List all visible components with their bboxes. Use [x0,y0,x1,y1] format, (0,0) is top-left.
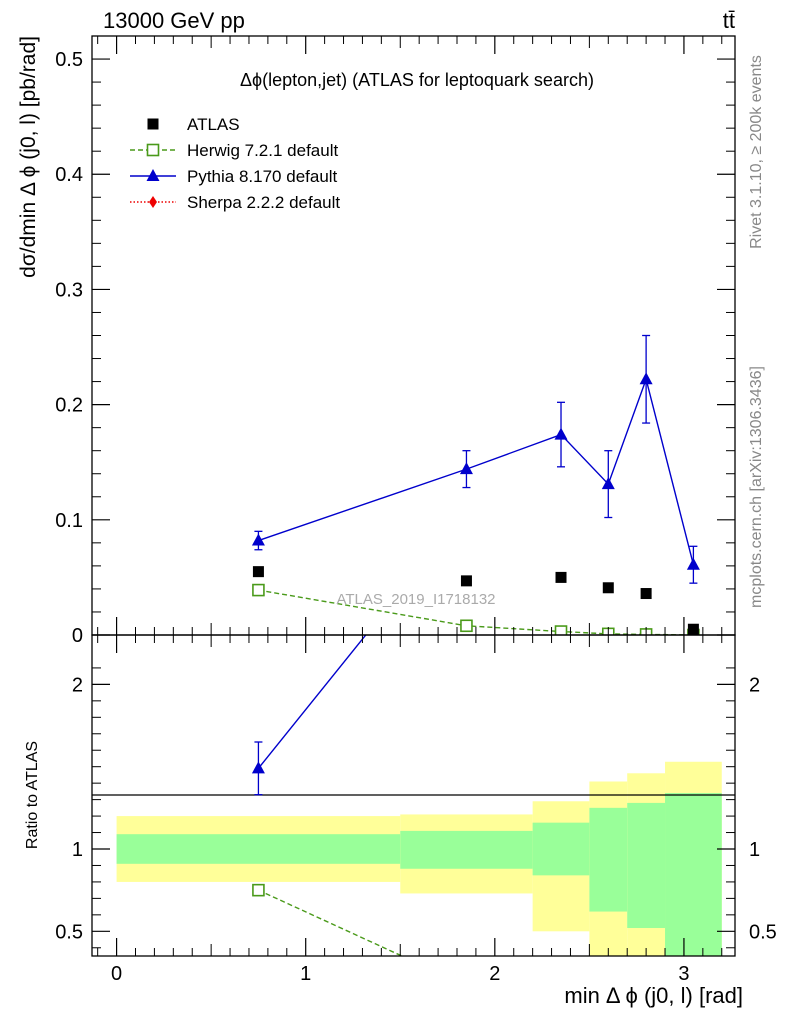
herwig-point [252,583,265,597]
pythia-point [251,533,265,546]
ratio-ytick-label-right: 1 [749,839,760,861]
atlas-point [687,623,699,635]
legend: ATLAS Herwig 7.2.1 default Pythia 8.170 de… [130,115,340,212]
pythia-point [686,557,700,570]
xlabel: min Δ ϕ (j0, l) [rad] [564,983,743,1008]
ratio-band-inner [665,793,722,956]
ratio-ytick-label: 1 [72,839,83,861]
main-ytick-label: 0.1 [55,510,83,532]
ratio-plot-frame [91,634,736,957]
legend-label: ATLAS [187,115,240,134]
pythia-point [459,462,473,475]
atlas-point [460,575,472,587]
plot-title: Δϕ(lepton,jet) (ATLAS for leptoquark sea… [240,70,594,90]
ratio-band-inner [532,822,590,876]
legend-atlas-marker [147,118,159,130]
pythia-line [258,376,695,565]
atlas-point [602,582,614,594]
ratio-ytick-label-right: 0.5 [749,921,777,943]
legend-label: Pythia 8.170 default [187,167,338,186]
herwig-ratio-line [258,889,404,956]
ratio-ylabel: Ratio to ATLAS [24,741,41,849]
main-ytick-label: 0.5 [55,49,83,71]
herwig-ratio-point [252,883,265,897]
ratio-ytick-label-right: 2 [749,674,760,696]
ratio-band-inner [116,834,401,864]
rivet-version-label: Rivet 3.1.10, ≥ 200k events [748,55,765,249]
atlas-point [252,566,264,578]
xtick-label: 0 [111,963,122,985]
legend-label: Sherpa 2.2.2 default [187,193,340,212]
legend-pythia-marker [146,169,160,181]
main-ytick-label: 0.4 [55,164,83,186]
xtick-label: 2 [489,963,500,985]
xtick-label: 3 [678,963,689,985]
ratio-band-inner [589,807,628,912]
herwig-point [460,619,473,633]
herwig-point [554,625,568,635]
legend-label: Herwig 7.2.1 default [187,141,338,160]
pythia-point [639,372,653,385]
herwig-line [258,589,694,635]
pythia-point [554,427,568,440]
ratio-band-inner [627,802,666,929]
main-ytick-label: 0 [72,625,83,647]
ratio-ytick-label: 0.5 [55,921,83,943]
legend-sherpa-marker [149,196,157,208]
analysis-watermark: ATLAS_2019_I1718132 [336,591,495,608]
ratio-band-inner [400,830,533,869]
legend-herwig-marker [146,143,160,157]
pythia-ratio-point [251,761,265,774]
main-ylabel: dσ/dmin Δ ϕ (j0, l) [pb/rad] [17,36,40,278]
collision-label: 13000 GeV pp [103,8,245,33]
mcplots-label: mcplots.cern.ch [arXiv:1306.3436] [748,366,765,608]
pythia-point [601,477,615,490]
process-label: tt̄ [723,8,735,33]
main-ytick-label: 0.2 [55,395,83,417]
atlas-point [555,571,567,583]
atlas-point [640,588,652,600]
xtick-label: 1 [300,963,311,985]
main-ytick-label: 0.3 [55,279,83,301]
ratio-ytick-label: 2 [72,674,83,696]
